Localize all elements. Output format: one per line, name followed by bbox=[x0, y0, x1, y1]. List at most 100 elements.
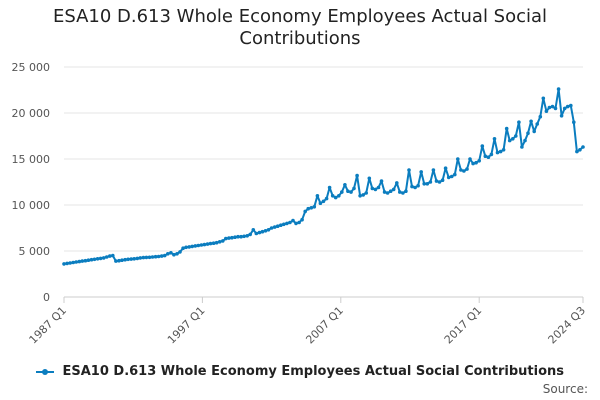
data-point[interactable] bbox=[547, 105, 552, 110]
data-point[interactable] bbox=[211, 241, 216, 245]
data-point[interactable] bbox=[474, 160, 478, 165]
data-point[interactable] bbox=[144, 255, 149, 260]
data-point[interactable] bbox=[428, 180, 433, 184]
data-point[interactable] bbox=[379, 179, 384, 183]
data-point[interactable] bbox=[407, 168, 411, 172]
data-point[interactable] bbox=[565, 104, 570, 109]
data-point[interactable] bbox=[98, 256, 103, 261]
data-point[interactable] bbox=[398, 190, 402, 194]
data-point[interactable] bbox=[86, 258, 91, 263]
data-point[interactable] bbox=[443, 166, 448, 170]
data-point[interactable] bbox=[437, 180, 442, 184]
data-point[interactable] bbox=[352, 186, 356, 191]
data-point[interactable] bbox=[572, 120, 576, 124]
data-point[interactable] bbox=[175, 252, 179, 256]
data-point[interactable] bbox=[242, 234, 246, 239]
data-point[interactable] bbox=[376, 185, 381, 190]
data-point[interactable] bbox=[382, 190, 387, 194]
data-point[interactable] bbox=[355, 173, 359, 178]
data-point[interactable] bbox=[361, 193, 366, 197]
data-point[interactable] bbox=[483, 154, 488, 158]
data-point[interactable] bbox=[501, 148, 506, 152]
data-point[interactable] bbox=[123, 257, 127, 262]
data-point[interactable] bbox=[288, 220, 292, 225]
data-point[interactable] bbox=[104, 255, 109, 259]
data-point[interactable] bbox=[233, 235, 237, 239]
data-point[interactable] bbox=[312, 205, 317, 209]
data-point[interactable] bbox=[135, 256, 140, 261]
data-point[interactable] bbox=[538, 114, 543, 119]
data-point[interactable] bbox=[126, 257, 130, 262]
data-point[interactable] bbox=[459, 168, 463, 172]
data-point[interactable] bbox=[300, 217, 304, 222]
data-point[interactable] bbox=[111, 253, 115, 258]
data-point[interactable] bbox=[251, 228, 256, 232]
data-point[interactable] bbox=[431, 168, 436, 172]
data-point[interactable] bbox=[559, 114, 564, 118]
data-point[interactable] bbox=[562, 106, 567, 111]
data-point[interactable] bbox=[266, 228, 271, 232]
data-point[interactable] bbox=[178, 250, 182, 254]
data-point[interactable] bbox=[544, 109, 549, 113]
data-point[interactable] bbox=[272, 225, 277, 229]
data-point[interactable] bbox=[523, 138, 527, 143]
data-point[interactable] bbox=[217, 240, 222, 244]
data-point[interactable] bbox=[419, 170, 424, 174]
data-point[interactable] bbox=[89, 257, 94, 262]
legend[interactable]: ESA10 D.613 Whole Economy Employees Actu… bbox=[0, 364, 600, 379]
data-point[interactable] bbox=[196, 243, 201, 248]
data-point[interactable] bbox=[291, 218, 295, 223]
data-point[interactable] bbox=[77, 259, 82, 264]
data-point[interactable] bbox=[236, 234, 240, 239]
data-point[interactable] bbox=[141, 255, 146, 260]
data-point[interactable] bbox=[468, 157, 472, 161]
data-point[interactable] bbox=[162, 253, 167, 258]
data-point[interactable] bbox=[285, 221, 289, 226]
data-point[interactable] bbox=[489, 152, 494, 157]
data-point[interactable] bbox=[495, 150, 500, 155]
data-point[interactable] bbox=[172, 252, 176, 257]
data-point[interactable] bbox=[385, 191, 390, 195]
data-point[interactable] bbox=[391, 187, 396, 192]
data-point[interactable] bbox=[486, 155, 491, 159]
data-point[interactable] bbox=[422, 182, 427, 186]
data-point[interactable] bbox=[413, 185, 417, 190]
data-point[interactable] bbox=[480, 144, 485, 148]
data-point[interactable] bbox=[208, 241, 213, 246]
data-point[interactable] bbox=[404, 189, 408, 193]
data-point[interactable] bbox=[327, 185, 332, 190]
data-point[interactable] bbox=[181, 246, 185, 250]
data-point[interactable] bbox=[553, 106, 558, 111]
data-point[interactable] bbox=[159, 254, 164, 258]
data-point[interactable] bbox=[214, 240, 219, 245]
data-point[interactable] bbox=[532, 129, 536, 134]
data-point[interactable] bbox=[520, 145, 524, 149]
data-point[interactable] bbox=[169, 251, 173, 255]
data-point[interactable] bbox=[373, 187, 378, 192]
data-point[interactable] bbox=[449, 174, 454, 179]
data-point[interactable] bbox=[199, 243, 204, 247]
data-point[interactable] bbox=[309, 206, 314, 210]
data-point[interactable] bbox=[337, 194, 341, 198]
data-point[interactable] bbox=[132, 257, 136, 261]
data-point[interactable] bbox=[575, 149, 579, 154]
data-point[interactable] bbox=[263, 229, 268, 233]
data-point[interactable] bbox=[260, 229, 265, 234]
data-point[interactable] bbox=[166, 252, 170, 256]
data-point[interactable] bbox=[370, 186, 375, 191]
data-point[interactable] bbox=[282, 222, 286, 227]
data-point[interactable] bbox=[446, 175, 451, 180]
data-point[interactable] bbox=[324, 196, 329, 201]
data-point[interactable] bbox=[346, 189, 350, 193]
data-point[interactable] bbox=[471, 161, 475, 166]
data-point[interactable] bbox=[453, 172, 457, 177]
data-point[interactable] bbox=[462, 169, 466, 173]
data-point[interactable] bbox=[248, 232, 252, 237]
data-point[interactable] bbox=[65, 261, 69, 266]
data-point[interactable] bbox=[517, 120, 521, 124]
data-point[interactable] bbox=[367, 176, 372, 181]
data-point[interactable] bbox=[434, 179, 439, 183]
data-point[interactable] bbox=[257, 230, 262, 235]
data-point[interactable] bbox=[303, 209, 308, 214]
data-point[interactable] bbox=[83, 258, 88, 263]
